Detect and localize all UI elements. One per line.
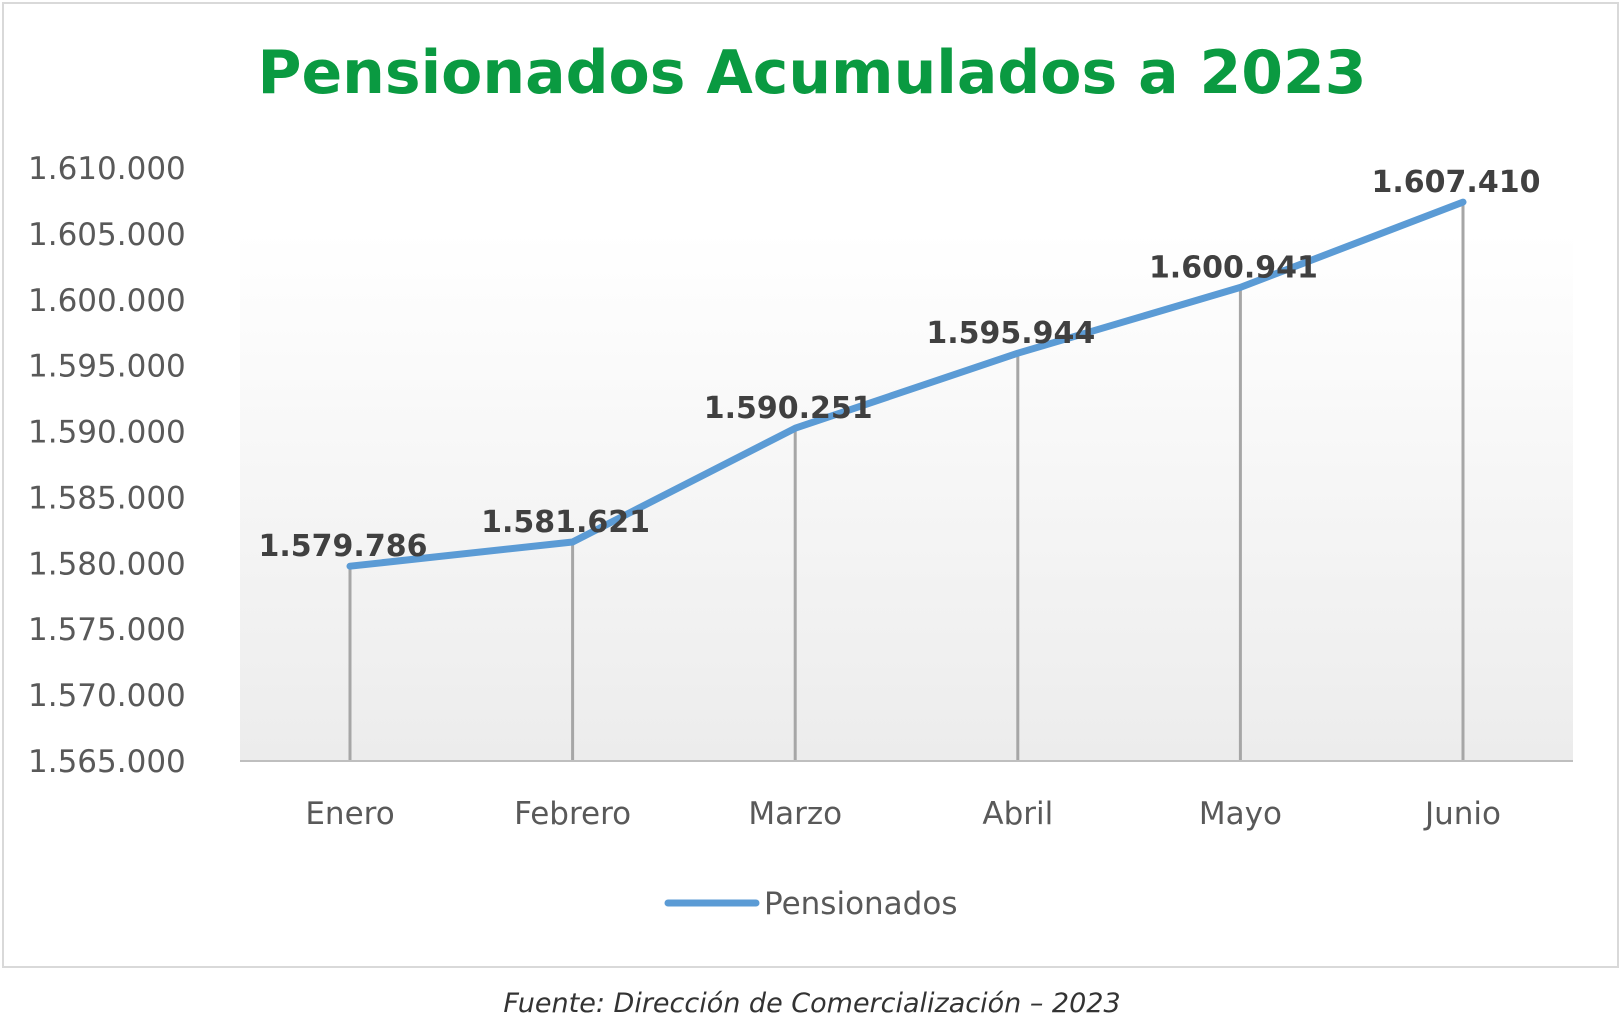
x-tick-label: Enero <box>305 796 394 832</box>
y-tick-label: 1.565.000 <box>28 744 186 780</box>
data-label: 1.581.621 <box>481 505 650 540</box>
y-tick-label: 1.580.000 <box>28 546 186 582</box>
y-tick-label: 1.610.000 <box>28 151 186 187</box>
line-chart: Pensionados Acumulados a 2023 1.565.0001… <box>28 38 1573 922</box>
data-label: 1.607.410 <box>1372 165 1541 200</box>
x-tick-label: Mayo <box>1199 796 1282 832</box>
x-tick-label: Marzo <box>748 796 842 832</box>
x-tick-label: Junio <box>1423 796 1501 832</box>
x-axis-tick-labels: Enero Febrero Marzo Abril Mayo Junio <box>305 796 1501 832</box>
y-tick-label: 1.575.000 <box>28 612 186 648</box>
series-line-pensionados <box>346 198 1467 570</box>
drop-lines <box>348 202 1465 761</box>
y-tick-label: 1.595.000 <box>28 349 186 385</box>
chart-title: Pensionados Acumulados a 2023 <box>257 38 1366 108</box>
y-tick-label: 1.570.000 <box>28 678 186 714</box>
legend: Pensionados <box>664 886 957 922</box>
source-note: Fuente: Dirección de Comercialización – … <box>503 988 1121 1019</box>
x-tick-label: Febrero <box>514 796 631 832</box>
y-tick-label: 1.590.000 <box>28 415 186 451</box>
y-tick-label: 1.585.000 <box>28 480 186 516</box>
legend-label-pensionados: Pensionados <box>764 886 957 922</box>
data-labels: 1.579.786 1.581.621 1.590.251 1.595.944 1.60… <box>259 165 1541 564</box>
x-tick-label: Abril <box>982 796 1053 832</box>
y-tick-label: 1.605.000 <box>28 217 186 253</box>
data-label: 1.579.786 <box>259 529 428 564</box>
plot-area-background <box>240 232 1573 760</box>
data-label: 1.600.941 <box>1149 250 1318 285</box>
y-tick-label: 1.600.000 <box>28 283 186 319</box>
data-label: 1.595.944 <box>926 316 1095 351</box>
y-axis-tick-labels: 1.565.000 1.570.000 1.575.000 1.580.000 1.58… <box>28 151 186 780</box>
data-label: 1.590.251 <box>704 391 873 426</box>
